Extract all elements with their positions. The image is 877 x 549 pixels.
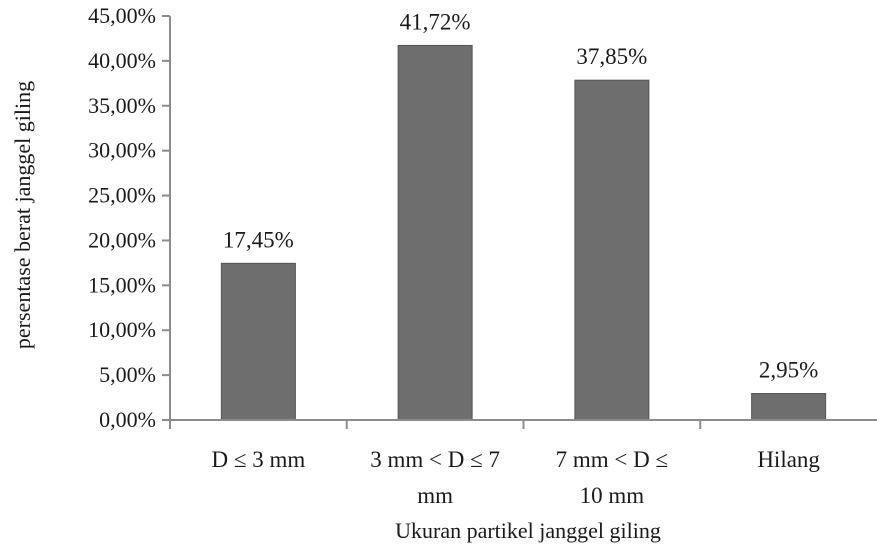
y-tick-label: 30,00%	[88, 138, 156, 163]
y-tick-label: 45,00%	[88, 3, 156, 28]
y-tick-label: 20,00%	[88, 227, 156, 252]
x-axis: D ≤ 3 mm 3 mm < D ≤ 7 mm 7 mm < D ≤ 10 mm Hil…	[169, 419, 877, 508]
data-label: 37,85%	[576, 44, 647, 69]
bars: 17,45% 41,72% 37,85% 2,95%	[220, 9, 827, 421]
x-tick-label: 3 mm < D ≤ 7	[370, 447, 500, 472]
y-tick-label: 25,00%	[88, 183, 156, 208]
x-tick-label: 7 mm < D ≤	[556, 447, 668, 472]
bar	[574, 79, 650, 421]
y-axis: 0,00% 5,00% 10,00% 15,00% 20,00% 25,00% 30,00%…	[88, 3, 171, 432]
y-tick-label: 35,00%	[88, 93, 156, 118]
y-tick-label: 10,00%	[88, 317, 156, 342]
x-axis-title: Ukuran partikel janggel giling	[395, 518, 661, 543]
x-tick-label: D ≤ 3 mm	[211, 447, 305, 472]
bar	[751, 393, 827, 421]
bar	[397, 44, 473, 421]
y-axis-title: persentase berat janggel giling	[10, 81, 35, 349]
y-tick-label: 5,00%	[99, 362, 156, 387]
data-label: 41,72%	[400, 9, 471, 34]
data-label: 17,45%	[223, 227, 294, 252]
x-tick-label: Hilang	[757, 447, 820, 472]
y-tick-label: 15,00%	[88, 272, 156, 297]
y-tick-label: 0,00%	[99, 407, 156, 432]
y-tick-label: 40,00%	[88, 48, 156, 73]
x-tick-label: mm	[417, 483, 453, 508]
bar	[220, 262, 296, 421]
data-label: 2,95%	[759, 358, 818, 383]
x-tick-label: 10 mm	[580, 483, 645, 508]
